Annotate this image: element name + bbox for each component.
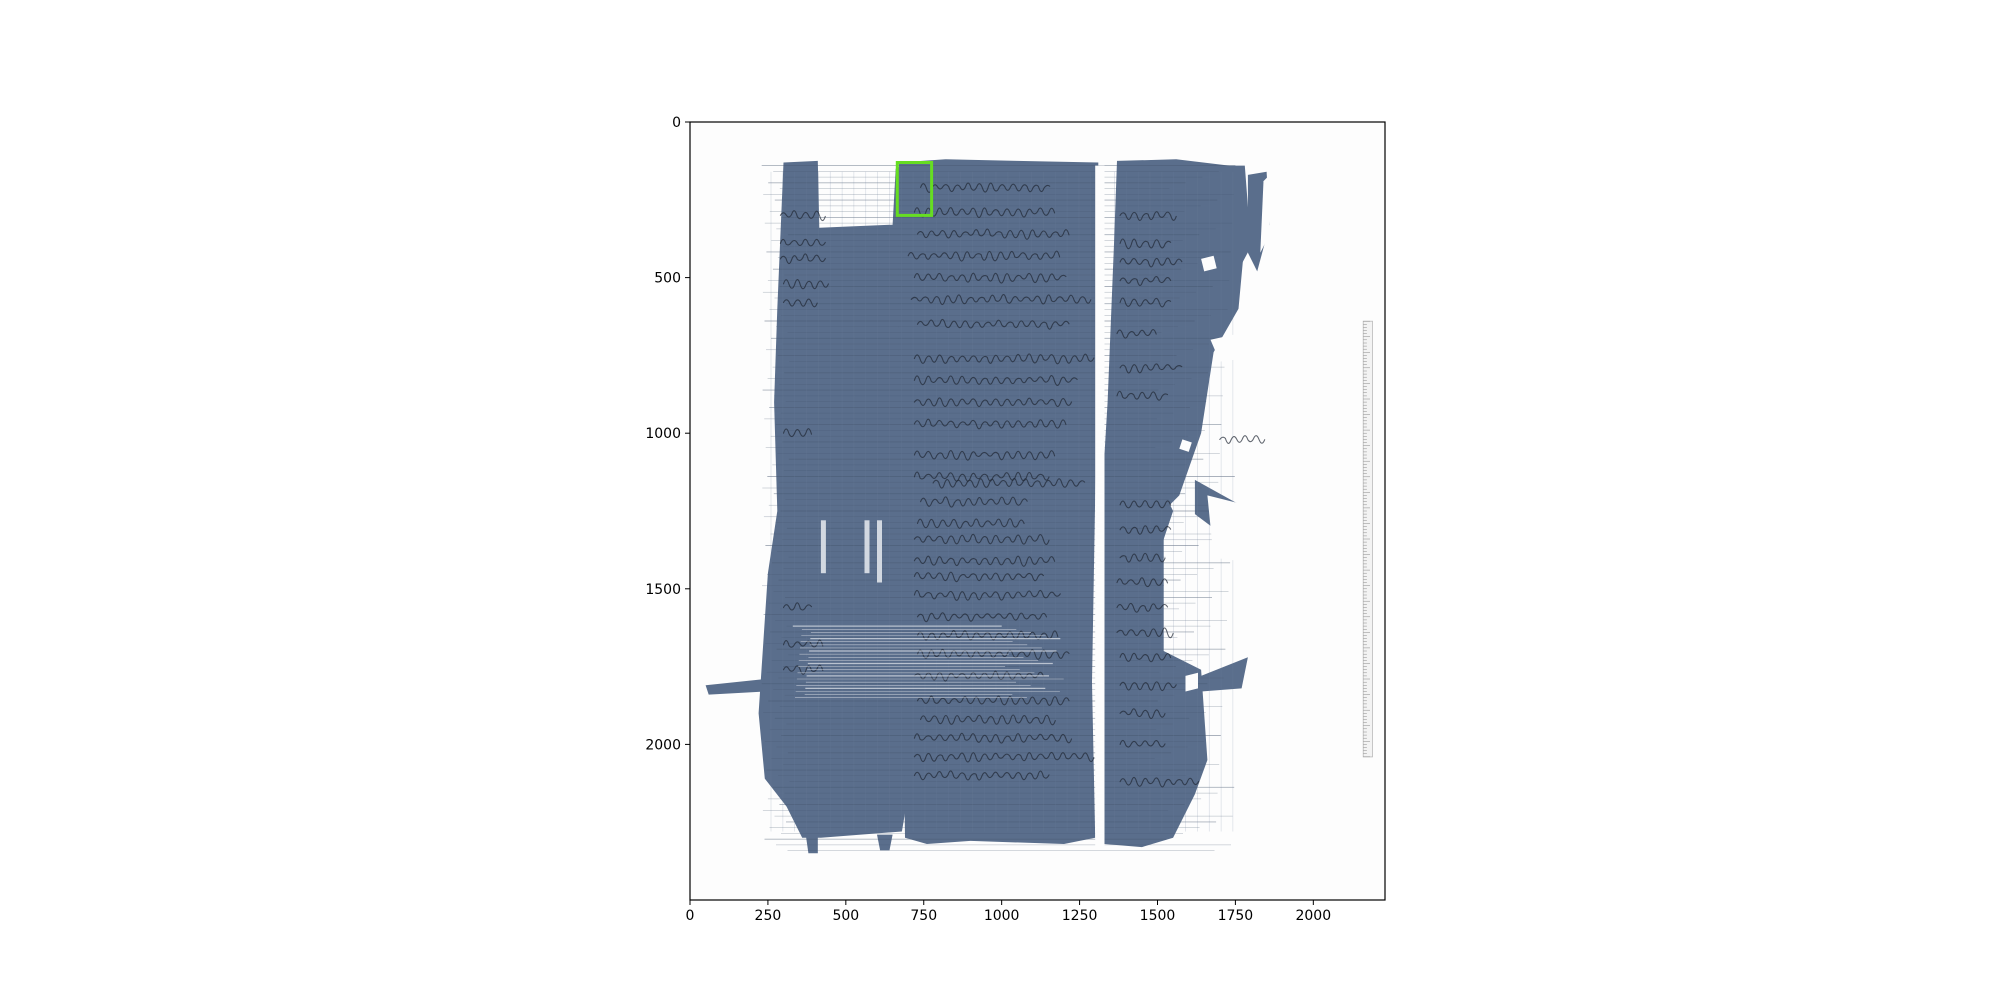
handwriting-line — [779, 253, 826, 265]
x-tick-label: 750 — [910, 908, 937, 924]
x-tick-label: 1250 — [1062, 908, 1098, 924]
handwriting-line — [916, 612, 1048, 623]
y-tick-label: 500 — [654, 271, 681, 287]
x-tick-label: 1000 — [984, 908, 1020, 924]
papyrus-hole — [1095, 165, 1105, 848]
fibre-gap — [864, 520, 870, 574]
handwriting-line — [1116, 577, 1169, 588]
papyrus-hole — [1210, 333, 1245, 362]
handwriting-line — [779, 210, 826, 222]
papyrus-fragment — [805, 831, 818, 854]
handwriting-line — [920, 714, 1056, 726]
handwriting-line — [1119, 652, 1172, 663]
handwriting-line — [1119, 211, 1177, 221]
handwriting-line — [1119, 238, 1172, 250]
handwriting-line — [913, 207, 1056, 219]
fibre-gap — [877, 520, 882, 583]
handwriting-line — [1219, 435, 1266, 444]
x-axis: 0 250 500 750 1000 1250 1500 1750 2000 — [686, 900, 1331, 924]
handwriting-line — [920, 182, 1051, 193]
handwriting-line — [932, 477, 1086, 489]
papyrus-fragment — [1176, 165, 1251, 294]
handwriting-line — [1119, 363, 1183, 374]
handwriting-line — [916, 695, 1070, 706]
x-tick-label: 2000 — [1295, 908, 1331, 924]
handwriting-line — [1119, 525, 1172, 535]
y-tick-label: 1500 — [645, 582, 681, 598]
handwriting-line — [916, 228, 1070, 240]
handwriting-line — [782, 298, 818, 308]
handwriting-line — [913, 375, 1078, 386]
papyrus-hole — [1201, 255, 1217, 272]
x-tick-label: 1750 — [1218, 908, 1254, 924]
handwriting-line — [913, 751, 1095, 763]
handwriting-line — [1119, 681, 1177, 692]
handwriting-line — [913, 450, 1056, 461]
scale-ruler — [1362, 320, 1373, 758]
handwriting-line — [1119, 297, 1172, 308]
x-tick-label: 500 — [832, 908, 859, 924]
handwriting-line — [1116, 627, 1174, 639]
papyrus-fragment — [1098, 159, 1245, 848]
y-tick-label: 1000 — [645, 426, 681, 442]
y-tick-label: 2000 — [645, 737, 681, 753]
papyrus-hole — [1247, 296, 1255, 315]
x-tick-label: 0 — [686, 908, 695, 924]
papyrus-fragment — [758, 160, 909, 838]
papyrus-fragments — [705, 159, 1270, 854]
handwriting-line — [913, 353, 1095, 365]
handwriting-line — [1116, 390, 1169, 401]
x-tick-label: 1500 — [1140, 908, 1176, 924]
papyrus-fragment — [705, 679, 765, 695]
handwriting-line — [1116, 329, 1157, 339]
handwriting-line — [913, 571, 1044, 583]
handwriting-line — [1119, 500, 1172, 509]
papyrus-fragment — [877, 834, 893, 851]
handwriting-line — [916, 318, 1070, 330]
papyrus-fragment — [1110, 479, 1174, 558]
handwriting-line — [913, 397, 1073, 408]
handwriting-line — [782, 664, 824, 675]
handwriting-line — [1119, 276, 1172, 286]
handwriting-line — [1119, 776, 1200, 788]
handwriting-line — [920, 496, 1028, 508]
handwriting-line — [1119, 552, 1166, 563]
handwriting-line — [1116, 602, 1169, 613]
papyrus-hole — [1185, 672, 1198, 692]
handwriting-line — [913, 770, 1050, 781]
handwriting-line — [1119, 257, 1183, 268]
x-tick-label: 250 — [755, 908, 782, 924]
papyrus-hole — [1260, 174, 1270, 253]
handwriting-line — [782, 602, 813, 611]
handwriting-line — [913, 471, 1050, 482]
fibre-gap — [820, 520, 826, 574]
handwriting-line — [913, 555, 1056, 567]
papyrus-texture — [761, 165, 1236, 851]
handwriting-line — [913, 272, 1067, 284]
handwriting-line — [779, 238, 826, 247]
y-tick-label: 0 — [672, 115, 681, 131]
handwriting-line — [1119, 739, 1166, 748]
handwriting-line — [907, 250, 1061, 262]
handwriting-line — [910, 294, 1092, 306]
papyrus-hole — [1207, 495, 1264, 564]
papyrus-hole — [1179, 439, 1192, 452]
handwriting-line — [913, 732, 1073, 744]
papyrus-fragment — [1201, 657, 1248, 692]
handwriting-line — [913, 533, 1050, 545]
axes-frame — [689, 121, 1386, 901]
handwriting-line — [782, 278, 829, 290]
handwriting-line — [913, 418, 1067, 430]
handwriting-line — [1119, 708, 1166, 720]
handwriting — [779, 182, 1266, 788]
highlight-box — [895, 161, 934, 217]
handwriting-line — [916, 518, 1025, 529]
y-axis: 0 500 1000 1500 2000 — [645, 115, 690, 753]
handwriting-line — [782, 428, 813, 438]
handwriting-line — [913, 589, 1061, 601]
papyrus-image — [705, 122, 1385, 900]
